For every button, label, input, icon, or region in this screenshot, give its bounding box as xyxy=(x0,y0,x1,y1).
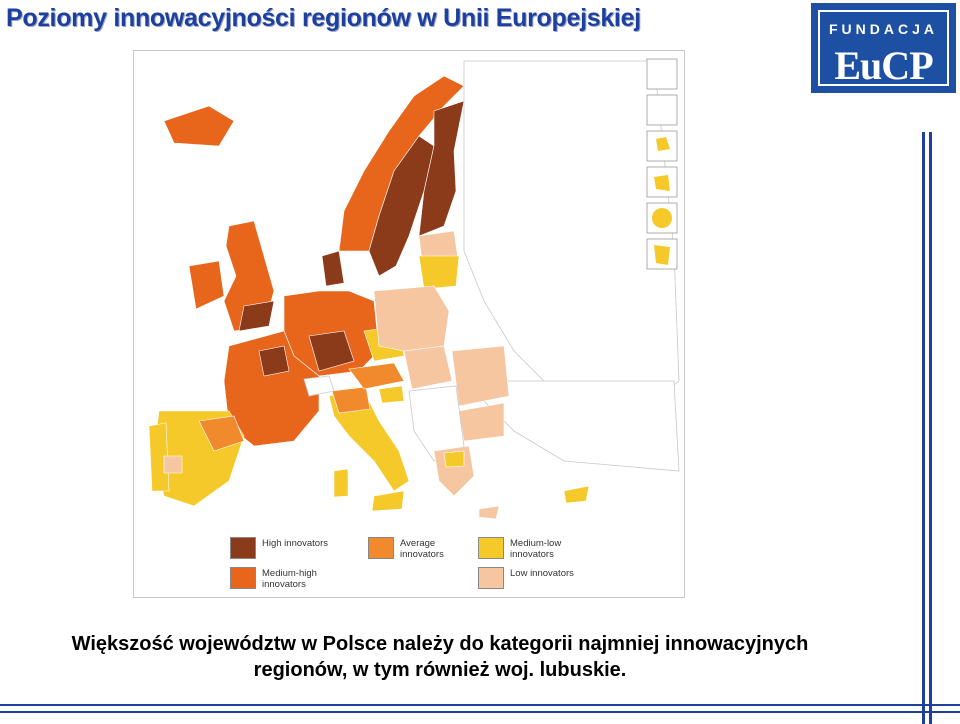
logo-top-text: FUNDACJA xyxy=(829,21,938,37)
austria-region xyxy=(348,362,405,390)
paris-region xyxy=(258,345,290,377)
legend-label-high: High innovators xyxy=(262,538,329,549)
caption-line-2: regionów, w tym również woj. lubuskie. xyxy=(253,659,627,681)
italy-north-region xyxy=(331,386,371,414)
romania-region xyxy=(451,345,510,407)
turkey-outline xyxy=(463,380,680,472)
fundacja-eucp-logo: FUNDACJA EuCP xyxy=(811,3,956,93)
portugal-low-region xyxy=(163,455,183,474)
finland-region xyxy=(418,100,465,237)
legend-swatch-low xyxy=(478,567,504,589)
decorative-vertical-line xyxy=(922,132,925,724)
legend-swatch-high xyxy=(230,537,256,559)
spain-north-region xyxy=(198,415,245,452)
ireland-region xyxy=(188,260,225,310)
europe-innovation-map: High innovators Average innovators Mediu… xyxy=(133,50,685,598)
legend-swatch-medium-high xyxy=(230,567,256,589)
crete-region xyxy=(478,505,500,520)
sardinia-region xyxy=(333,468,349,498)
inset-island-1 xyxy=(656,137,670,151)
legend-swatch-medium-low xyxy=(478,537,504,559)
hungary-region xyxy=(403,345,453,390)
slovenia-region xyxy=(378,385,405,404)
logo-frame: FUNDACJA EuCP xyxy=(818,10,949,88)
caption-line-1: Większość województw w Polsce należy do … xyxy=(71,633,809,655)
inset-box-1 xyxy=(646,58,678,90)
portugal-region xyxy=(148,422,170,492)
poland-region xyxy=(373,285,450,352)
germany-south-region xyxy=(308,330,355,372)
italy-region xyxy=(328,390,410,492)
sicily-region xyxy=(371,490,405,512)
greece-attica-region xyxy=(443,450,465,468)
inset-island-2 xyxy=(654,175,670,191)
legend-label-low: Low innovators xyxy=(510,568,574,579)
decorative-horizontal-line-2 xyxy=(0,711,960,713)
legend-label-medium-high: Medium-high innovators xyxy=(262,568,317,590)
map-legend: High innovators Average innovators Mediu… xyxy=(134,531,684,597)
uk-south-region xyxy=(238,300,275,332)
france-region xyxy=(223,330,320,447)
inset-island-3 xyxy=(652,208,672,228)
denmark-region xyxy=(321,250,345,287)
legend-label-medium-low: Medium-low innovators xyxy=(510,538,562,560)
iceland-region xyxy=(163,105,235,147)
map-canvas xyxy=(134,51,684,531)
legend-label-average: Average innovators xyxy=(400,538,444,560)
baltic-region-2 xyxy=(418,255,460,290)
slide-title: Poziomy innowacyjności regionów w Unii E… xyxy=(6,4,641,32)
decorative-vertical-line-2 xyxy=(929,132,932,724)
decorative-horizontal-line xyxy=(0,704,960,706)
inset-box-2 xyxy=(646,94,678,126)
inset-island-4 xyxy=(654,245,670,265)
logo-main-text: EuCP xyxy=(834,43,933,88)
cyprus-region xyxy=(563,485,590,504)
legend-swatch-average xyxy=(368,537,394,559)
